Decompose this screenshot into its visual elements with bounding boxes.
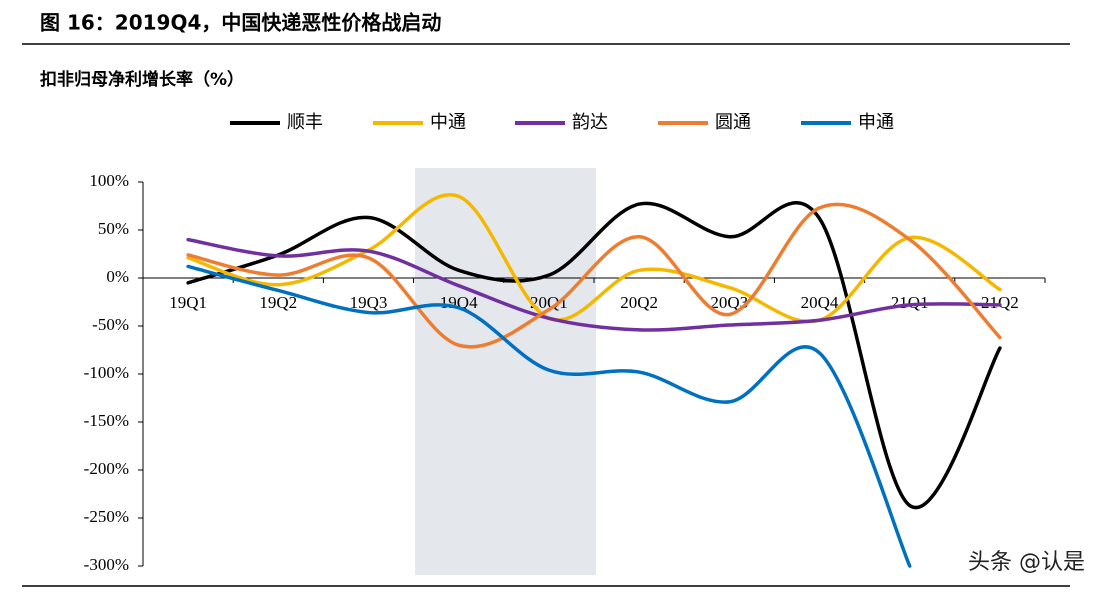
subtitle: 扣非归母净利增长率（%） xyxy=(40,69,244,90)
x-tick-label: 19Q2 xyxy=(259,293,297,312)
y-tick-label: 50% xyxy=(98,219,129,238)
x-tick-label: 20Q2 xyxy=(620,293,658,312)
legend-label: 韵达 xyxy=(572,112,608,133)
y-tick-label: 0% xyxy=(106,267,129,286)
x-tick-label: 20Q3 xyxy=(710,293,748,312)
legend-label: 顺丰 xyxy=(287,112,323,133)
series-line xyxy=(186,193,1002,324)
series-line xyxy=(186,201,1002,510)
x-tick-label: 20Q1 xyxy=(530,293,568,312)
y-tick-label: 100% xyxy=(89,171,129,190)
x-tick-label: 20Q4 xyxy=(801,293,839,312)
series-line xyxy=(186,202,1002,349)
legend-label: 申通 xyxy=(858,112,894,133)
y-tick-label: -300% xyxy=(84,555,129,574)
y-tick-label: -250% xyxy=(84,507,129,526)
y-tick-label: -50% xyxy=(92,315,129,334)
y-tick-label: -100% xyxy=(84,363,129,382)
x-tick-label: 21Q2 xyxy=(981,293,1019,312)
series-line xyxy=(186,237,1002,332)
chart-title: 图 16：2019Q4，中国快递恶性价格战启动 xyxy=(40,11,441,35)
watermark: 头条 @认是 xyxy=(968,550,1085,575)
highlight-band xyxy=(415,168,596,575)
x-tick-label: 19Q1 xyxy=(169,293,207,312)
y-tick-label: -200% xyxy=(84,459,129,478)
x-tick-label: 19Q3 xyxy=(350,293,388,312)
legend-label: 圆通 xyxy=(715,112,751,133)
legend-label: 中通 xyxy=(430,112,466,133)
y-tick-label: -150% xyxy=(84,411,129,430)
series-line xyxy=(186,264,912,568)
